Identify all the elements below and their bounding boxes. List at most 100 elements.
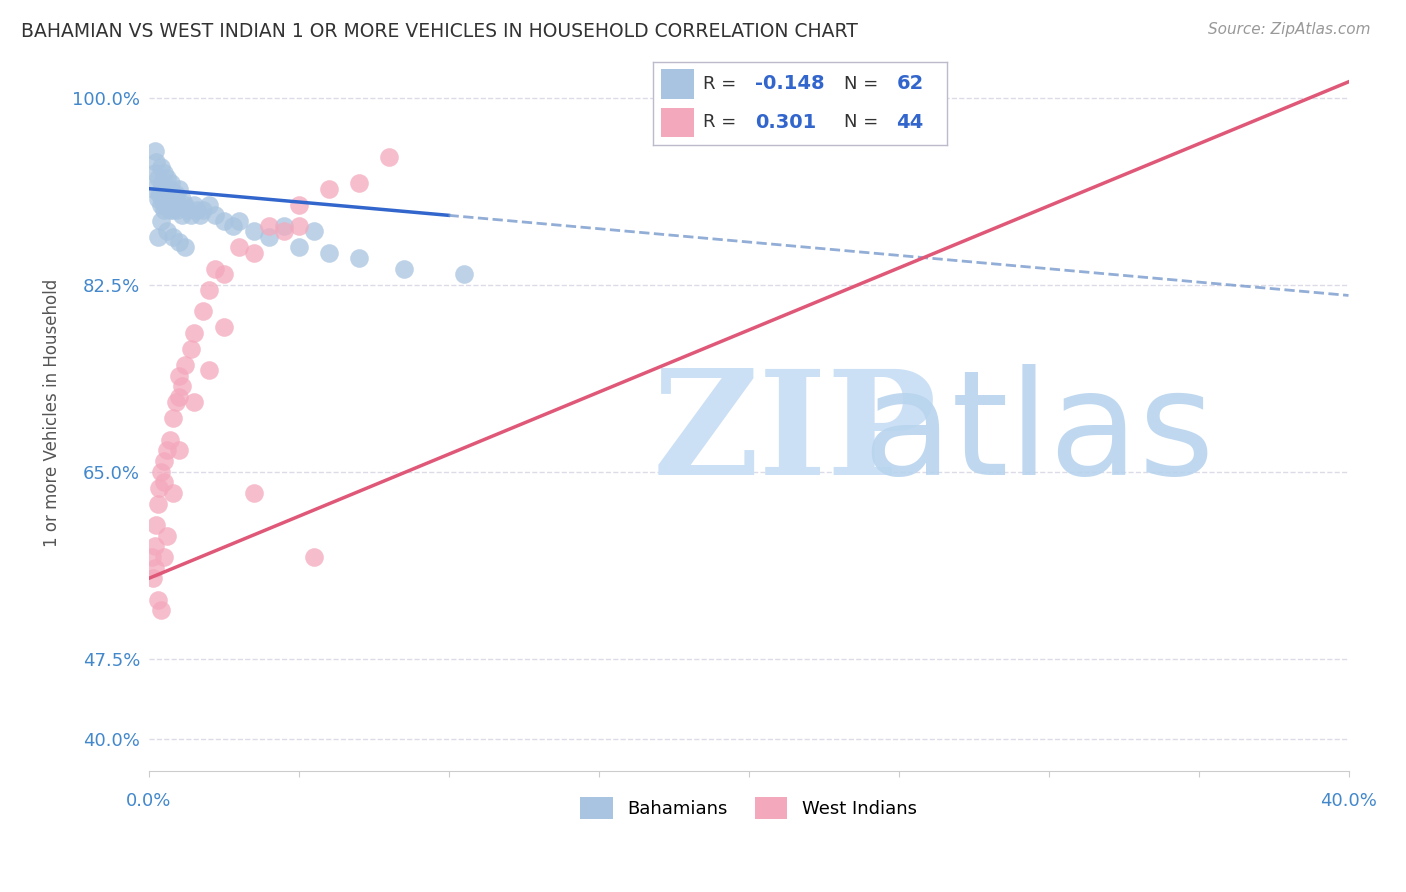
Point xyxy=(153,181,176,195)
Point xyxy=(167,235,190,249)
Point xyxy=(221,219,243,233)
Point xyxy=(197,283,219,297)
Point xyxy=(212,267,235,281)
Point xyxy=(287,219,309,233)
Text: 40.0%: 40.0% xyxy=(1320,792,1376,810)
Point xyxy=(149,197,172,211)
Point xyxy=(197,197,219,211)
Point xyxy=(166,202,188,217)
Point xyxy=(146,497,169,511)
Point xyxy=(180,342,202,356)
Point xyxy=(155,171,177,186)
Point xyxy=(162,202,184,217)
Point xyxy=(257,229,280,244)
Text: atlas: atlas xyxy=(862,364,1215,505)
Point xyxy=(162,186,184,201)
Point xyxy=(162,411,184,425)
Point xyxy=(157,186,180,201)
Point xyxy=(347,251,370,265)
Point xyxy=(186,202,208,217)
Point xyxy=(162,486,184,500)
Point xyxy=(153,197,176,211)
Point xyxy=(152,454,174,468)
Legend: Bahamians, West Indians: Bahamians, West Indians xyxy=(574,789,924,826)
Point xyxy=(173,358,195,372)
Point xyxy=(142,571,165,585)
Y-axis label: 1 or more Vehicles in Household: 1 or more Vehicles in Household xyxy=(44,279,60,547)
Point xyxy=(155,197,177,211)
Point xyxy=(170,192,193,206)
Point xyxy=(165,395,187,409)
Point xyxy=(150,192,173,206)
Point xyxy=(142,181,165,195)
Point xyxy=(149,181,172,195)
Point xyxy=(212,320,235,334)
Point xyxy=(157,197,180,211)
Point xyxy=(143,145,166,159)
Point xyxy=(163,192,186,206)
Point xyxy=(273,219,295,233)
Point xyxy=(167,443,190,458)
Text: BAHAMIAN VS WEST INDIAN 1 OR MORE VEHICLES IN HOUSEHOLD CORRELATION CHART: BAHAMIAN VS WEST INDIAN 1 OR MORE VEHICL… xyxy=(21,22,858,41)
Point xyxy=(318,245,340,260)
Point xyxy=(257,219,280,233)
Point xyxy=(143,166,166,180)
Point xyxy=(152,550,174,565)
Point xyxy=(160,192,183,206)
Point xyxy=(143,540,166,554)
Point xyxy=(159,433,181,447)
Point xyxy=(146,229,169,244)
Point xyxy=(170,379,193,393)
Point xyxy=(143,561,166,575)
Point xyxy=(318,181,340,195)
Point xyxy=(453,267,475,281)
Point xyxy=(176,202,198,217)
Point xyxy=(212,213,235,227)
Point xyxy=(302,550,325,565)
Point xyxy=(204,208,226,222)
Point xyxy=(173,197,195,211)
Point xyxy=(145,155,167,169)
Point xyxy=(155,529,177,543)
Point xyxy=(159,181,181,195)
Point xyxy=(149,161,172,175)
Point xyxy=(228,213,250,227)
Point xyxy=(170,208,193,222)
Point xyxy=(162,229,184,244)
Point xyxy=(152,186,174,201)
Point xyxy=(180,208,202,222)
Text: 0.0%: 0.0% xyxy=(127,792,172,810)
Point xyxy=(242,224,264,238)
Point xyxy=(273,224,295,238)
Point xyxy=(183,197,205,211)
Point xyxy=(228,240,250,254)
Point xyxy=(155,443,177,458)
Point xyxy=(152,202,174,217)
Point xyxy=(197,363,219,377)
Point xyxy=(146,192,169,206)
Point xyxy=(347,176,370,190)
Point xyxy=(392,261,415,276)
Point xyxy=(183,395,205,409)
Point xyxy=(204,261,226,276)
Point xyxy=(155,224,177,238)
Point xyxy=(146,171,169,186)
Point xyxy=(149,213,172,227)
Point xyxy=(242,486,264,500)
Point xyxy=(377,150,399,164)
Point xyxy=(287,240,309,254)
Point xyxy=(167,197,190,211)
Point xyxy=(191,304,214,318)
Point xyxy=(165,186,187,201)
Point xyxy=(173,240,195,254)
Point xyxy=(183,326,205,340)
Point xyxy=(188,208,211,222)
Text: Source: ZipAtlas.com: Source: ZipAtlas.com xyxy=(1208,22,1371,37)
Point xyxy=(148,186,170,201)
Point xyxy=(302,224,325,238)
Point xyxy=(167,368,190,383)
Point xyxy=(287,197,309,211)
Point xyxy=(167,181,190,195)
Point xyxy=(141,550,163,565)
Text: ZIP: ZIP xyxy=(652,364,936,505)
